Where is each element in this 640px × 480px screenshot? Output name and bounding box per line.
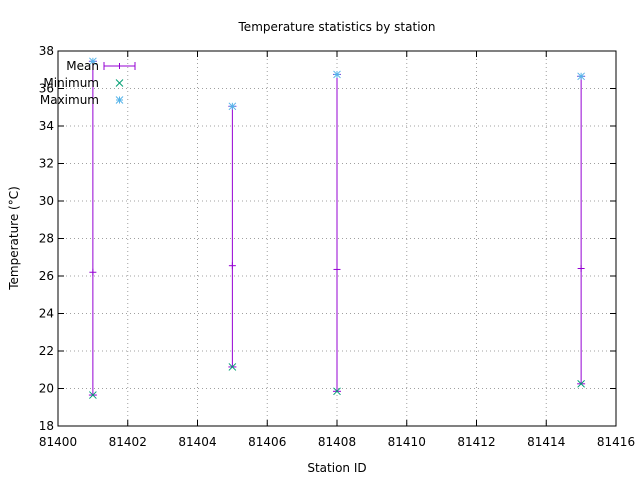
x-tick-label: 81412 <box>457 435 495 449</box>
legend-maximum-marker <box>115 96 124 104</box>
mean-point <box>333 265 341 273</box>
x-axis-label: Station ID <box>307 461 366 475</box>
x-tick-label: 81404 <box>178 435 216 449</box>
x-tick-label: 81408 <box>318 435 356 449</box>
y-tick-label: 36 <box>39 82 54 96</box>
x-tick-label: 81402 <box>109 435 147 449</box>
axis-ticks: 18 20 22 24 26 28 30 32 34 36 38 81400 81402 81404 814… <box>39 44 635 449</box>
y-tick-label: 34 <box>39 119 54 133</box>
y-tick-label: 38 <box>39 44 54 58</box>
legend-label: Mean <box>66 59 99 73</box>
legend: Mean Minimum Maximum <box>40 59 136 107</box>
x-tick-label: 81410 <box>388 435 426 449</box>
mean-point <box>89 268 97 276</box>
legend-label: Maximum <box>40 93 99 107</box>
grid <box>58 51 616 426</box>
legend-minimum-marker <box>115 79 124 87</box>
mean-point <box>228 262 236 270</box>
mean-point <box>577 265 585 272</box>
y-tick-label: 18 <box>39 419 54 433</box>
chart-title: Temperature statistics by station <box>238 20 436 34</box>
x-tick-label: 81406 <box>248 435 286 449</box>
x-tick-label: 81400 <box>39 435 77 449</box>
y-axis-label: Temperature (°C) <box>7 186 21 291</box>
y-tick-label: 32 <box>39 157 54 171</box>
y-tick-label: 20 <box>39 382 54 396</box>
legend-mean-marker <box>116 63 123 69</box>
y-tick-label: 30 <box>39 194 54 208</box>
y-tick-label: 24 <box>39 307 54 321</box>
x-tick-label: 81414 <box>527 435 565 449</box>
maximum-point <box>577 72 585 81</box>
y-tick-label: 28 <box>39 232 54 246</box>
x-tick-label: 81416 <box>597 435 635 449</box>
minimum-point <box>333 387 341 396</box>
maximum-point <box>89 57 97 66</box>
maximum-point <box>333 70 341 79</box>
y-tick-label: 26 <box>39 269 54 283</box>
minimum-point <box>577 379 585 388</box>
legend-label: Minimum <box>43 76 99 90</box>
maximum-point <box>228 102 237 111</box>
y-tick-label: 22 <box>39 344 54 358</box>
minimum-point <box>228 363 237 371</box>
data-marks <box>88 57 586 399</box>
minimum-point <box>89 391 97 399</box>
